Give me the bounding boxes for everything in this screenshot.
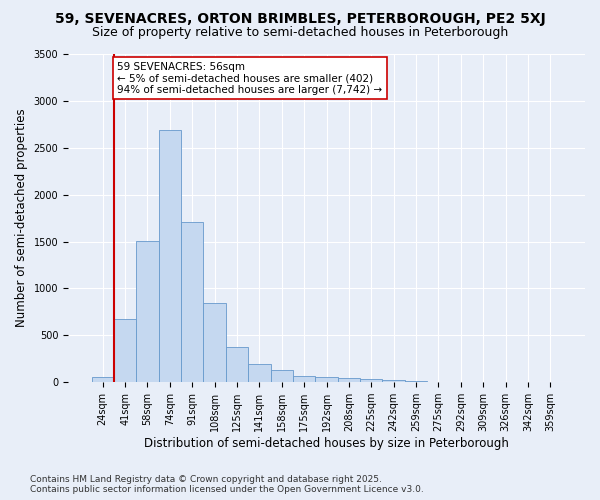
X-axis label: Distribution of semi-detached houses by size in Peterborough: Distribution of semi-detached houses by … [144,437,509,450]
Text: Contains HM Land Registry data © Crown copyright and database right 2025.
Contai: Contains HM Land Registry data © Crown c… [30,474,424,494]
Bar [271,370,293,382]
Text: 59, SEVENACRES, ORTON BRIMBLES, PETERBOROUGH, PE2 5XJ: 59, SEVENACRES, ORTON BRIMBLES, PETERBOR… [55,12,545,26]
Bar [338,378,360,382]
Text: 59 SEVENACRES: 56sqm
← 5% of semi-detached houses are smaller (402)
94% of semi-: 59 SEVENACRES: 56sqm ← 5% of semi-detach… [117,62,382,94]
Text: Size of property relative to semi-detached houses in Peterborough: Size of property relative to semi-detach… [92,26,508,39]
Bar [92,377,114,382]
Bar [181,222,203,382]
Bar [360,380,382,382]
Bar [293,376,316,382]
Bar [316,377,338,382]
Y-axis label: Number of semi-detached properties: Number of semi-detached properties [15,109,28,328]
Bar [248,364,271,382]
Bar [136,240,158,382]
Bar [114,320,136,382]
Bar [158,130,181,382]
Bar [203,302,226,382]
Bar [226,347,248,382]
Bar [382,380,405,382]
